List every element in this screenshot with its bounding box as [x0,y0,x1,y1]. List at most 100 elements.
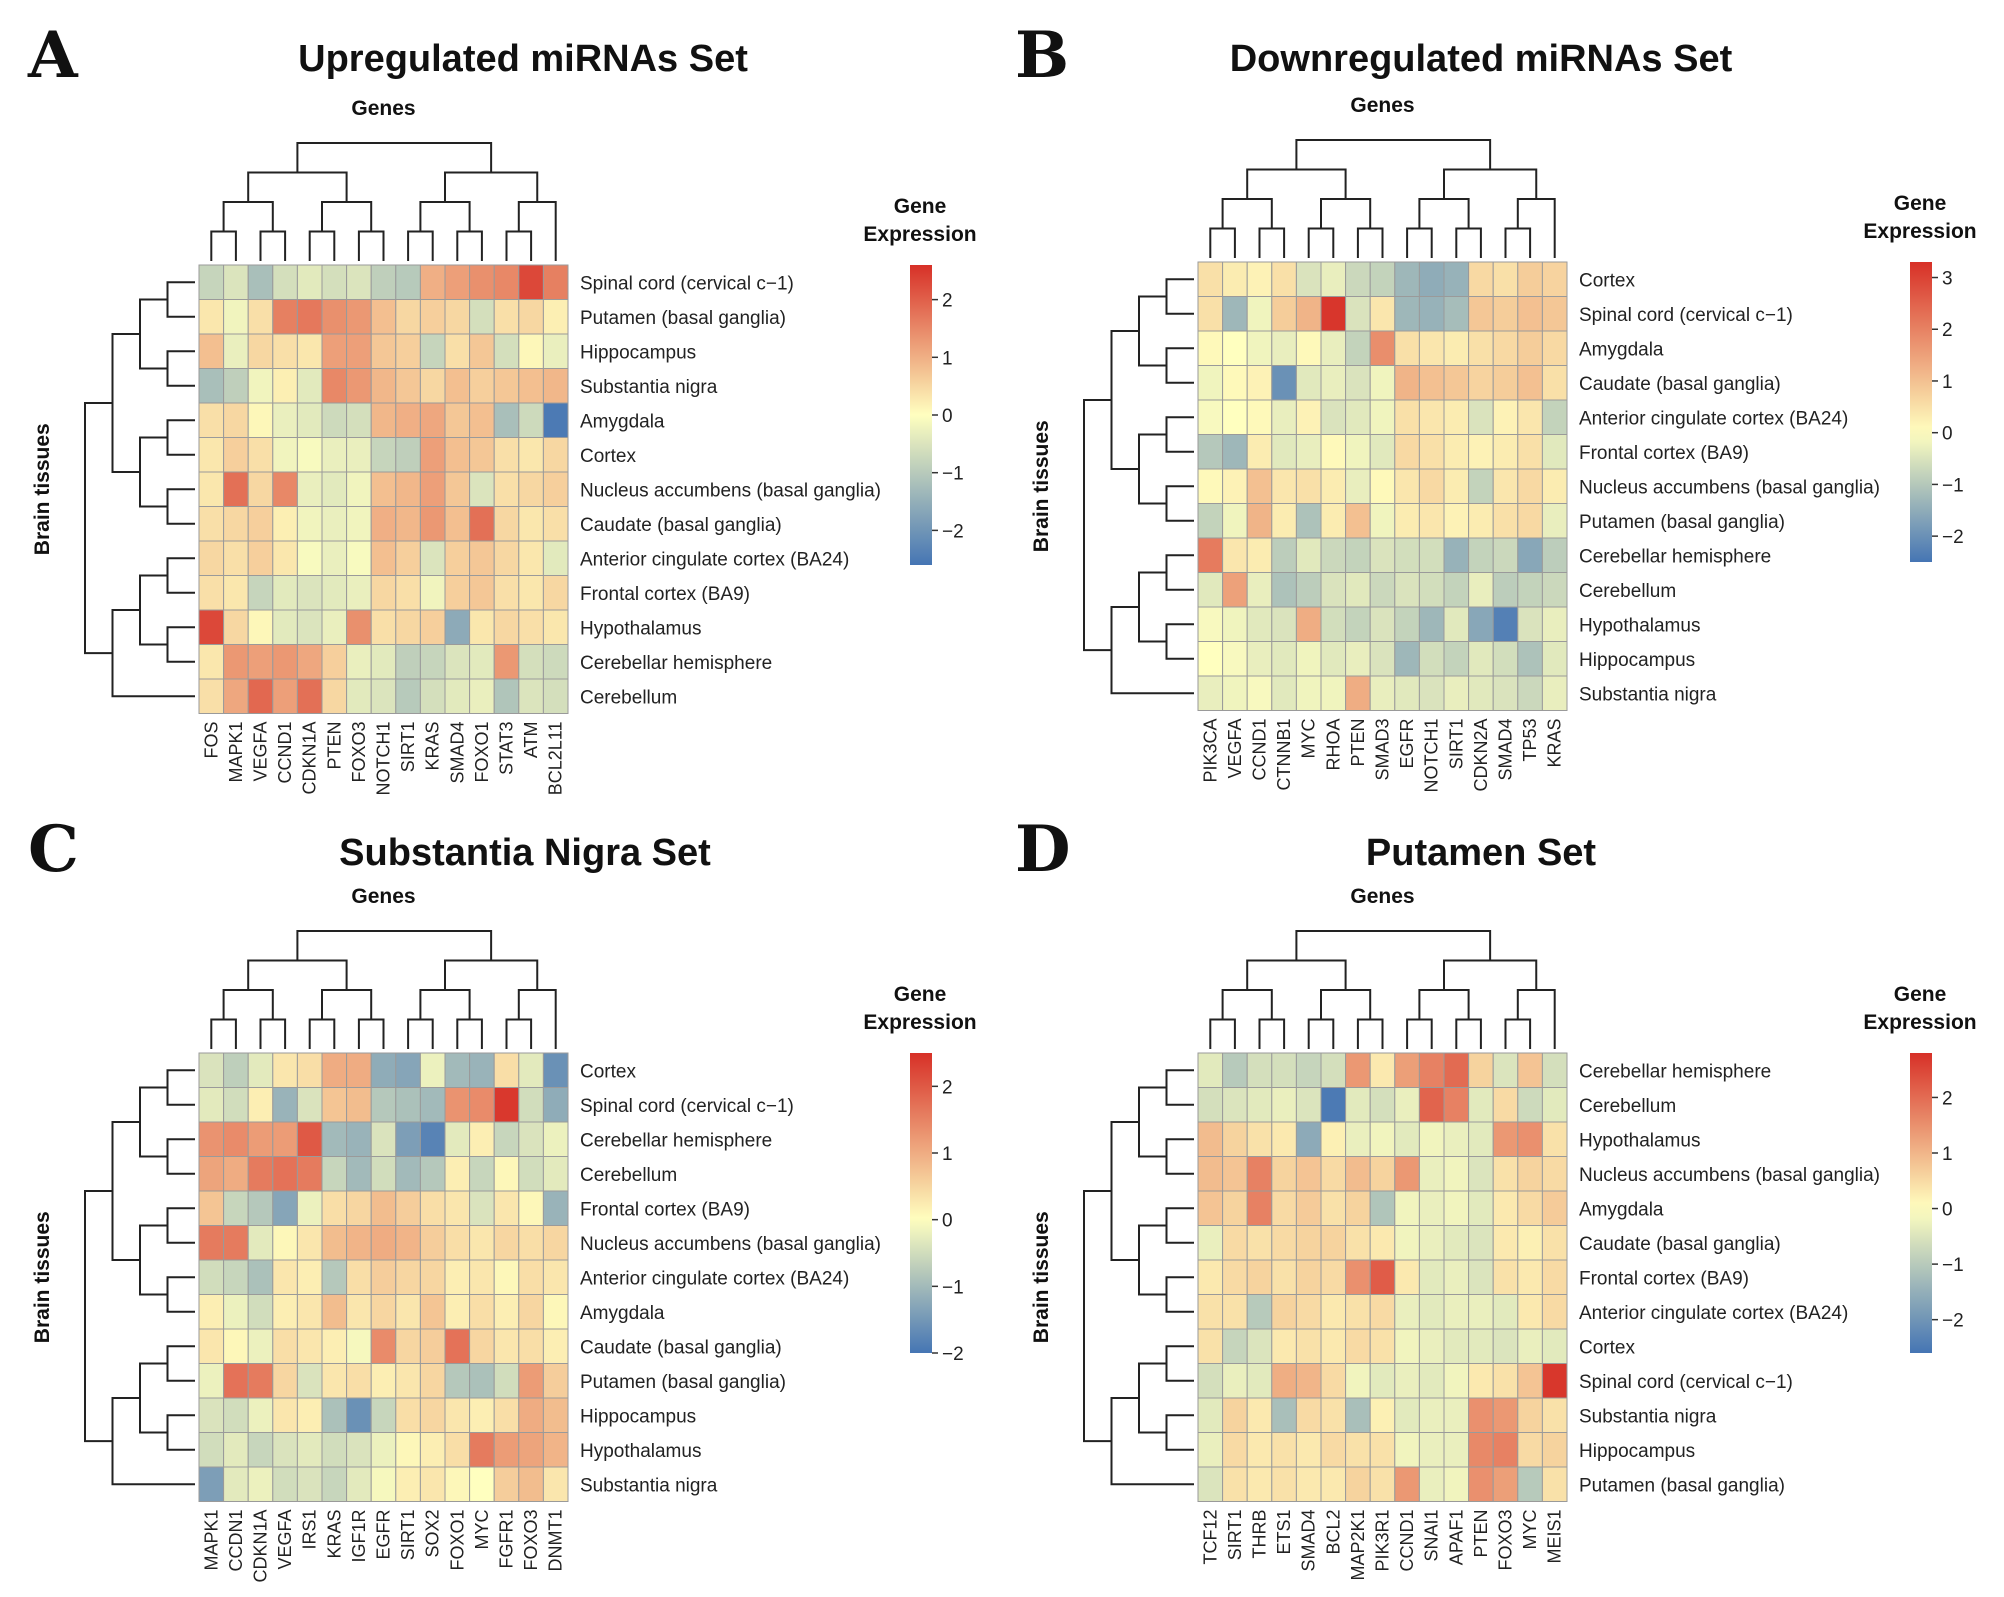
heatmap-cell [1541,1294,1568,1330]
legend-tick-label: 2 [1942,1088,1953,1109]
column-label: FOXO3 [521,1510,541,1571]
heatmap-cell [1246,1121,1273,1157]
heatmap-cell [1517,1294,1543,1330]
heatmap-cell [1197,399,1224,435]
heatmap-cell [1443,1225,1470,1261]
heatmap-cell [469,1466,495,1502]
heatmap-cell [321,437,348,473]
heatmap-cell [1345,468,1371,504]
column-dendrogram [1246,168,1347,199]
heatmap-cell [1492,1363,1519,1399]
heatmap-cell [198,1087,225,1123]
heatmap-cell [321,678,348,714]
heatmap-cell [1246,1294,1273,1330]
heatmap-cell [1246,675,1273,711]
heatmap-cell [1468,1259,1494,1295]
column-dendrogram [1209,1018,1236,1049]
heatmap-cell [493,575,520,611]
legend-tick-label: 1 [1942,372,1953,393]
heatmap-cell [469,471,495,507]
column-dendrogram [1320,989,1372,1020]
heatmap-cell [1345,1397,1371,1433]
heatmap-cell [247,1466,274,1502]
heatmap-cell [542,644,569,680]
heatmap-cell [272,1190,298,1226]
panel-a-letter: A [28,18,78,93]
column-dendrogram [456,1018,483,1049]
heatmap-cell [1320,1432,1347,1468]
heatmap-cell [1517,365,1543,401]
row-dendrogram [1165,485,1194,522]
row-dendrogram [1110,606,1194,695]
heatmap-cell [493,609,520,645]
column-label: NOTCH1 [1422,719,1442,793]
heatmap-cell [1541,1466,1568,1502]
heatmap-cell [444,402,471,438]
panel-c-title: Substantia Nigra Set [339,832,711,874]
heatmap-cell [370,368,397,404]
heatmap-cell [1418,1432,1445,1468]
column-label: PTEN [1348,719,1368,767]
heatmap-cell [469,1052,495,1088]
heatmap-cell [1197,1190,1224,1226]
row-label: Putamen (basal ganglia) [1579,512,1785,533]
column-label: CDKN1A [251,1510,271,1583]
heatmap-cell [247,678,274,714]
heatmap-cell [1320,606,1347,642]
column-dendrogram [419,989,471,1020]
heatmap-cell [1517,1466,1543,1502]
heatmap-cell [1541,1190,1568,1226]
heatmap-cell [518,1259,544,1295]
heatmap-cell [1197,1156,1224,1192]
heatmap-cell [542,506,569,542]
heatmap-cell [247,471,274,507]
heatmap-cell [1197,1225,1224,1261]
heatmap-cell [1468,1363,1494,1399]
heatmap-cell [1295,1225,1322,1261]
heatmap-cell [198,1466,225,1502]
row-dendrogram [166,1069,195,1106]
row-label: Cortex [1579,1337,1635,1358]
heatmap-cell [1394,1190,1420,1226]
heatmap-cell [1271,1466,1297,1502]
heatmap-cell [493,540,520,576]
heatmap-cell [1468,1121,1494,1157]
heatmap-cell [542,333,569,369]
heatmap-cell [1517,1121,1543,1157]
heatmap-cell [542,609,569,645]
legend-tick-label: 2 [942,291,953,312]
column-dendrogram [1504,1018,1532,1049]
heatmap-cell [1492,261,1519,297]
row-dendrogram [1110,1397,1194,1486]
heatmap-cell [1394,1328,1420,1364]
heatmap-cell [1320,1466,1347,1502]
heatmap-cell [395,1397,421,1433]
heatmap-cell [1246,296,1273,332]
heatmap-cell [1222,641,1248,677]
column-dendrogram [1516,989,1556,1049]
heatmap-cell [1320,1156,1347,1192]
legend-title: Expression [1863,1011,1976,1034]
legend-tick-label: −2 [942,521,964,542]
row-dendrogram [1110,1121,1139,1261]
heatmap-cell [1222,1121,1248,1157]
heatmap-cell [542,1052,569,1088]
heatmap-cell [1271,1259,1297,1295]
heatmap-cell [1517,1156,1543,1192]
heatmap-cell [1418,641,1445,677]
legend-colorbar [1910,1053,1932,1353]
heatmap-cell [1295,296,1322,332]
heatmap-cell [296,437,323,473]
heatmap-cell [1222,365,1248,401]
column-dendrogram [505,1018,533,1049]
heatmap-cell [247,540,274,576]
heatmap-cell [395,333,421,369]
heatmap-cell [272,264,298,300]
heatmap-cell [1246,1363,1273,1399]
heatmap-cell [1197,1363,1224,1399]
column-dendrogram [444,171,539,202]
column-dendrogram [407,230,434,261]
panel-b-letter: B [1015,18,1070,93]
heatmap-cell [518,678,544,714]
